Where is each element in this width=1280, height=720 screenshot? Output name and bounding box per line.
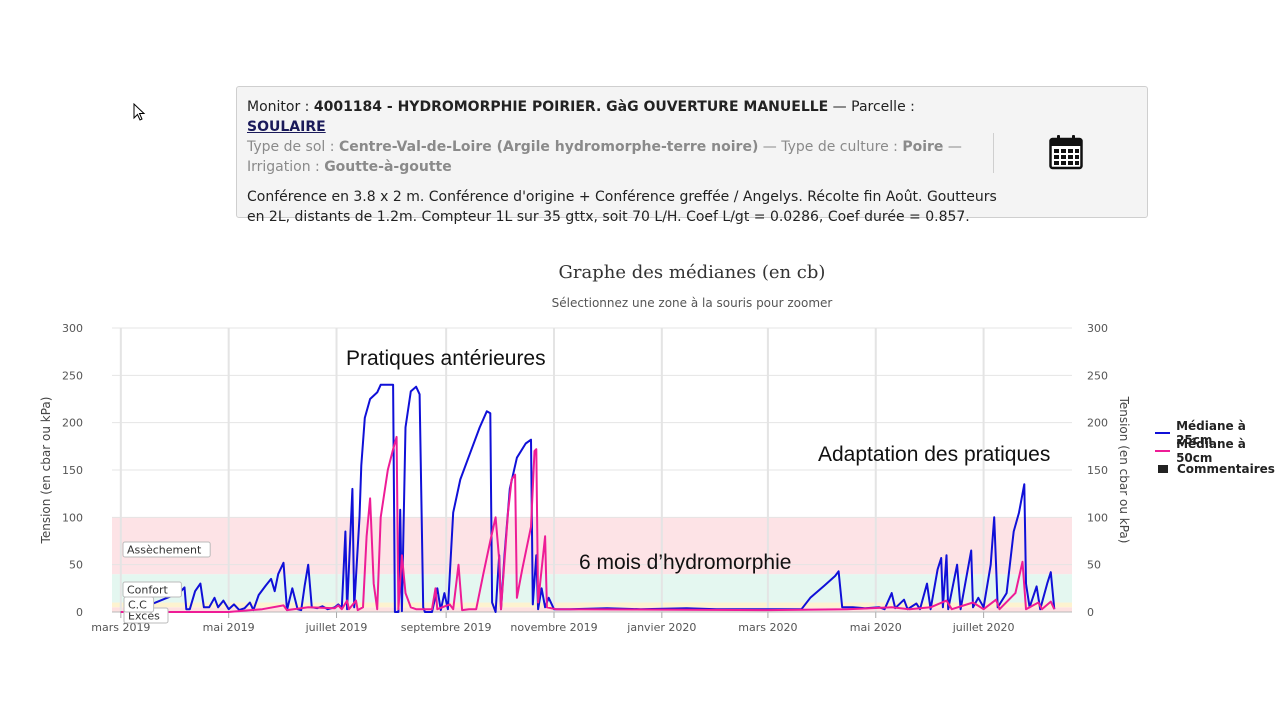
band-label-text: Confort bbox=[127, 584, 169, 597]
y-tick-label-left: 300 bbox=[62, 322, 83, 335]
band-1 bbox=[112, 602, 1072, 608]
legend-item-25cm[interactable]: Médiane à 25cm bbox=[1155, 419, 1280, 447]
crop-value: Poire bbox=[902, 139, 944, 155]
y-tick-label-right: 50 bbox=[1087, 559, 1101, 572]
y-tick-label-left: 150 bbox=[62, 464, 83, 477]
y-tick-label-right: 100 bbox=[1087, 511, 1108, 524]
x-tick-label: mai 2019 bbox=[203, 621, 255, 634]
mouse-cursor-icon bbox=[133, 103, 146, 121]
band-label-text: C.C bbox=[128, 599, 147, 612]
irrigation-label: — Irrigation : bbox=[247, 139, 962, 175]
comment-icon bbox=[1158, 465, 1168, 473]
y-tick-label-right: 300 bbox=[1087, 322, 1108, 335]
x-tick-label: janvier 2020 bbox=[626, 621, 696, 634]
legend-label-comments: Commentaires bbox=[1177, 462, 1275, 476]
monitor-description: Conférence en 3.8 x 2 m. Conférence d'or… bbox=[247, 189, 997, 225]
panel-divider bbox=[993, 133, 994, 173]
soil-value: Centre-Val-de-Loire (Argile hydromorphe-… bbox=[338, 139, 759, 155]
band-label-text: Assèchement bbox=[127, 544, 202, 557]
chart-subtitle: Sélectionnez une zone à la souris pour z… bbox=[551, 296, 833, 310]
band-label-box bbox=[122, 581, 182, 598]
y-tick-label-left: 50 bbox=[69, 559, 83, 572]
x-tick-label: mars 2019 bbox=[91, 621, 150, 634]
monitor-label: Monitor : bbox=[247, 99, 314, 115]
y-axis-title-left: Tension (en cbar ou kPa) bbox=[39, 397, 53, 545]
y-tick-label-right: 150 bbox=[1087, 464, 1108, 477]
legend-label-50cm: Médiane à 50cm bbox=[1176, 437, 1246, 465]
annotation-previous-practices: Pratiques antérieures bbox=[346, 347, 546, 370]
annotation-practice-adaptation: Adaptation des pratiques bbox=[818, 443, 1051, 466]
y-tick-label-right: 200 bbox=[1087, 417, 1108, 430]
band-label-box bbox=[122, 541, 211, 558]
x-tick-label: juillet 2019 bbox=[305, 621, 368, 634]
x-tick-label: septembre 2019 bbox=[401, 621, 492, 634]
chart-title: Graphe des médianes (en cb) bbox=[558, 262, 826, 283]
series-line-25cm bbox=[120, 383, 1056, 613]
crop-label: — Type de culture : bbox=[758, 139, 903, 155]
x-tick-label: mars 2020 bbox=[738, 621, 797, 634]
legend-item-50cm[interactable]: Médiane à 50cm bbox=[1155, 437, 1280, 465]
y-tick-label-right: 0 bbox=[1087, 606, 1094, 619]
y-tick-label-left: 200 bbox=[62, 417, 83, 430]
band-label-1: C.C bbox=[123, 596, 155, 613]
legend-item-comments[interactable]: Commentaires bbox=[1155, 460, 1280, 478]
y-tick-label-left: 0 bbox=[76, 606, 83, 619]
irrigation-value: Goutte-à-goutte bbox=[324, 159, 452, 175]
calendar-icon[interactable] bbox=[1049, 134, 1083, 170]
band-label-3: Assèchement bbox=[122, 541, 211, 558]
y-axis-title-right: Tension (en cbar ou kPa) bbox=[1117, 396, 1131, 544]
y-tick-label-left: 100 bbox=[62, 511, 83, 524]
monitor-value: 4001184 - HYDROMORPHIE POIRIER. GàG OUVE… bbox=[313, 99, 829, 115]
x-tick-label: juillet 2020 bbox=[952, 621, 1015, 634]
x-tick-label: novembre 2019 bbox=[510, 621, 597, 634]
band-label-2: Confort bbox=[122, 581, 182, 598]
parcel-label: — Parcelle : bbox=[828, 99, 915, 115]
monitor-info-panel: Monitor : 4001184 - HYDROMORPHIE POIRIER… bbox=[236, 86, 1148, 225]
series-line-50cm bbox=[120, 435, 1056, 613]
monitor-info-text: Monitor : 4001184 - HYDROMORPHIE POIRIER… bbox=[247, 97, 997, 227]
band-label-text: Excès bbox=[128, 610, 160, 623]
chart-legend: Médiane à 25cm Médiane à 50cm Commentair… bbox=[1155, 419, 1280, 478]
y-tick-label-right: 250 bbox=[1087, 369, 1108, 382]
annotation-hydromorphy: 6 mois d’hydromorphie bbox=[579, 551, 792, 574]
y-tick-label-left: 250 bbox=[62, 369, 83, 382]
soil-label: Type de sol : bbox=[247, 139, 339, 155]
parcel-link[interactable]: SOULAIRE bbox=[247, 119, 326, 135]
legend-label-25cm: Médiane à 25cm bbox=[1176, 419, 1246, 447]
x-tick-label: mai 2020 bbox=[850, 621, 902, 634]
